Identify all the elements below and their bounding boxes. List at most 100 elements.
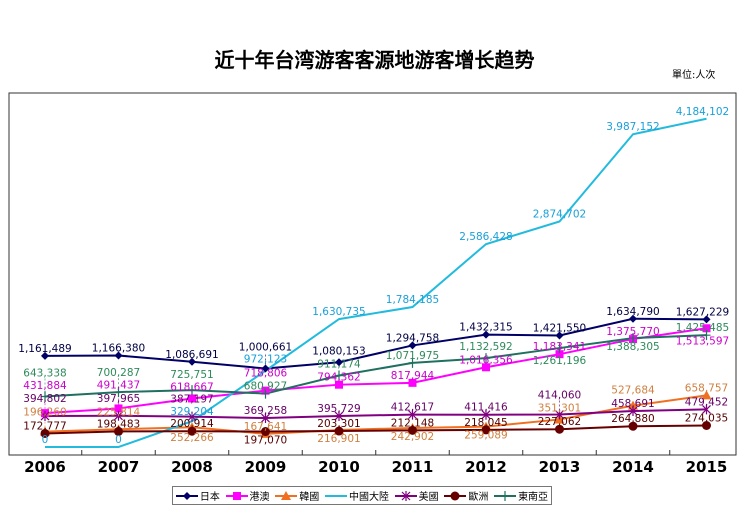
data-point [187, 411, 197, 422]
data-label: 397,965 [97, 393, 140, 405]
data-point [555, 424, 564, 434]
data-label: 491,437 [97, 379, 140, 391]
legend-item: 港澳 [225, 488, 270, 503]
x-tick-label: 2013 [539, 458, 581, 476]
data-point [187, 426, 197, 436]
series-line-歐洲 [44, 424, 707, 435]
data-point [334, 426, 344, 436]
data-point [555, 350, 564, 359]
data-label: 274,035 [685, 413, 728, 425]
legend-swatch [494, 490, 517, 501]
series-line-美國 [44, 408, 707, 420]
data-point [114, 404, 123, 413]
data-label: 1,432,315 [459, 322, 512, 334]
series-line-港澳 [44, 327, 707, 415]
data-point [334, 410, 344, 421]
data-label: 618,667 [170, 381, 213, 393]
legend-label: 韓國 [299, 492, 320, 503]
data-label: 387,197 [170, 394, 213, 406]
data-label: 1,513,597 [676, 335, 729, 347]
data-label: 817,944 [391, 370, 435, 382]
data-label: 264,880 [611, 413, 654, 425]
data-label: 4,184,102 [676, 106, 729, 118]
data-label: 1,294,758 [386, 332, 439, 344]
data-point [114, 387, 123, 398]
legend-swatch [275, 490, 298, 500]
legend-label: 美國 [418, 492, 439, 503]
legend-swatch [175, 491, 198, 500]
data-label: 458,691 [611, 398, 654, 410]
data-label: 369,258 [244, 405, 287, 417]
legend-swatch [225, 491, 248, 500]
data-label: 411,416 [464, 402, 508, 414]
data-label: 1,261,196 [533, 355, 587, 367]
legend-item: 歐洲 [444, 488, 488, 503]
data-label: 1,388,305 [606, 341, 659, 353]
label-leaders [44, 352, 560, 432]
data-label: 198,483 [97, 418, 140, 430]
data-point [408, 378, 417, 387]
x-tick-label: 2008 [171, 458, 213, 476]
data-label: 725,751 [170, 369, 213, 381]
data-label: 3,987,152 [606, 121, 659, 133]
data-point [555, 331, 564, 340]
data-point [261, 388, 270, 399]
data-label: 1,627,229 [676, 306, 729, 318]
data-label: 700,287 [97, 367, 140, 379]
legend-label: 中國大陸 [348, 492, 389, 503]
data-point [702, 421, 711, 431]
legend-swatch [394, 490, 417, 501]
data-label: 431,884 [23, 380, 67, 392]
data-labels: 1,161,489 1,166,380 1,086,691 1,000,661 1,08… [18, 106, 729, 447]
data-label: 200,914 [170, 418, 214, 430]
legend-label: 東南亞 [518, 492, 549, 503]
data-point [482, 363, 490, 372]
data-label: 414,060 [538, 390, 581, 402]
data-label: 680,927 [244, 381, 287, 393]
data-label: 1,071,975 [386, 350, 439, 362]
unit-label: 單位:人次 [672, 70, 716, 81]
data-label: 242,902 [391, 431, 434, 443]
data-point [41, 391, 49, 402]
data-label: 329,204 [170, 406, 214, 418]
data-label: 395,729 [317, 403, 360, 415]
data-point [482, 353, 490, 364]
data-label: 1,784,185 [386, 294, 439, 306]
data-point [628, 406, 638, 417]
data-label: 0 [115, 434, 122, 446]
series-lines [44, 117, 707, 448]
data-point [182, 491, 191, 500]
data-point [450, 491, 460, 500]
data-label: 167,641 [244, 421, 287, 433]
data-point [261, 427, 270, 437]
x-tick-label: 2010 [318, 458, 360, 476]
data-label: 203,301 [317, 418, 360, 430]
legend-item: 東南亞 [494, 488, 548, 503]
data-label: 658,757 [685, 382, 728, 394]
series-line-日本 [44, 317, 707, 370]
x-tick-label: 2009 [245, 458, 287, 476]
data-label: 1,080,153 [312, 345, 365, 357]
data-point [408, 425, 417, 435]
data-point [555, 343, 564, 354]
data-label: 1,016,356 [459, 354, 513, 366]
data-point [41, 351, 49, 360]
data-point [629, 333, 637, 344]
data-point [40, 428, 50, 438]
data-point [335, 380, 343, 389]
data-label: 259,089 [464, 430, 507, 442]
data-point [408, 409, 417, 420]
data-label: 1,421,550 [533, 322, 586, 334]
data-label: 794,362 [317, 372, 360, 384]
data-label: 1,425,485 [676, 322, 729, 334]
x-tick-label: 2014 [612, 458, 654, 476]
data-label: 0 [42, 434, 49, 446]
data-label: 2,874,702 [533, 208, 586, 220]
legend-label: 日本 [199, 492, 220, 503]
chart-title: 近十年台湾游客客源地游客增长趋势 [214, 48, 535, 72]
legend: 日本 港澳 韓國 中國大陸 美國 歐洲 東南亞 [172, 486, 552, 505]
data-label: 225,814 [97, 406, 141, 418]
data-label: 479,452 [685, 396, 728, 408]
